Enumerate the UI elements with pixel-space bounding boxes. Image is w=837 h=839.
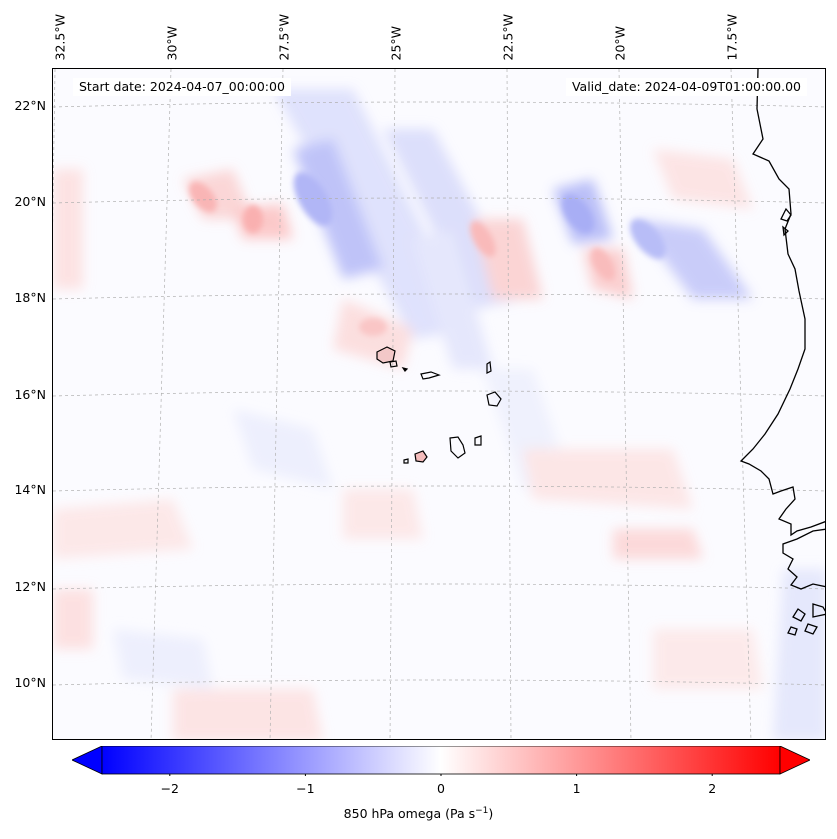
bijagos-island [804, 623, 818, 635]
colorbar-gradient [101, 746, 781, 775]
omega-field [53, 69, 825, 739]
colorbar-tick-label: −2 [160, 781, 180, 796]
bijagos-island [787, 626, 798, 636]
meridian-line [506, 69, 512, 739]
parallel-line [53, 197, 825, 204]
bissau-islands [812, 603, 825, 618]
start-date-label: Start date: 2024-04-07_00:00:00 [73, 78, 291, 96]
colorbar-units-exp: −1 [475, 806, 489, 816]
map-canvas [53, 69, 825, 739]
island-sao-nicolau [420, 371, 441, 380]
island-maio [474, 435, 482, 446]
island-santiago [449, 436, 466, 459]
meridian-line [150, 69, 172, 739]
meridian-line [618, 69, 632, 739]
bijagos-island [792, 608, 806, 622]
colorbar-field: 850 hPa omega [343, 806, 442, 822]
parallel-line [53, 679, 825, 686]
coastline [739, 69, 825, 636]
colorbar-high-extend [779, 746, 810, 775]
colorbar-label: 850 hPa omega (Pa s−1) [343, 806, 494, 822]
valid-date-label: Valid_date: 2024-04-09T01:00:00.00 [565, 78, 807, 96]
lat-label: 10°N [14, 675, 46, 690]
lon-label: 17.5°W [724, 14, 740, 61]
cape-verde-islands [376, 346, 502, 464]
lat-label: 16°N [14, 387, 46, 402]
island-santa-luzia [401, 367, 409, 372]
lat-label: 18°N [14, 290, 46, 305]
meridian-line [269, 69, 284, 739]
map-panel [52, 68, 826, 740]
africa-coastline-south [782, 528, 825, 590]
graticule [53, 69, 825, 739]
lon-label: 27.5°W [276, 14, 292, 61]
parallel-line [53, 390, 825, 397]
lon-label: 20°W [612, 25, 628, 61]
colorbar-tick-label: 0 [437, 781, 445, 796]
parallel-line [53, 101, 825, 108]
parallel-line [53, 583, 825, 590]
island-brava [403, 458, 409, 464]
lat-label: 14°N [14, 482, 46, 497]
colorbar-units: Pa s [450, 806, 476, 822]
colorbar-tick-label: −1 [296, 781, 315, 796]
lon-label: 32.5°W [52, 14, 68, 61]
parallel-line [53, 485, 825, 492]
island-fogo [414, 450, 428, 463]
lat-label: 22°N [14, 98, 46, 113]
colorbar-tick-label: 1 [572, 781, 581, 796]
colorbar-low-extend [72, 746, 103, 775]
meridian-line [730, 69, 752, 739]
lat-label: 12°N [14, 579, 46, 594]
africa-coastline [739, 69, 825, 537]
island-boa-vista [486, 391, 502, 407]
lon-label: 22.5°W [500, 14, 516, 61]
lon-label: 25°W [388, 25, 404, 61]
island-sal [486, 360, 492, 374]
lat-label: 20°N [14, 194, 46, 209]
meridian-line [389, 69, 396, 739]
cape-island [782, 225, 789, 237]
cape-island [780, 207, 792, 222]
island-sao-vicente [389, 360, 398, 368]
parallel-line [53, 293, 825, 300]
colorbar-tick-label: 2 [708, 781, 717, 796]
lon-label: 30°W [164, 25, 180, 61]
colorbar [72, 746, 810, 776]
